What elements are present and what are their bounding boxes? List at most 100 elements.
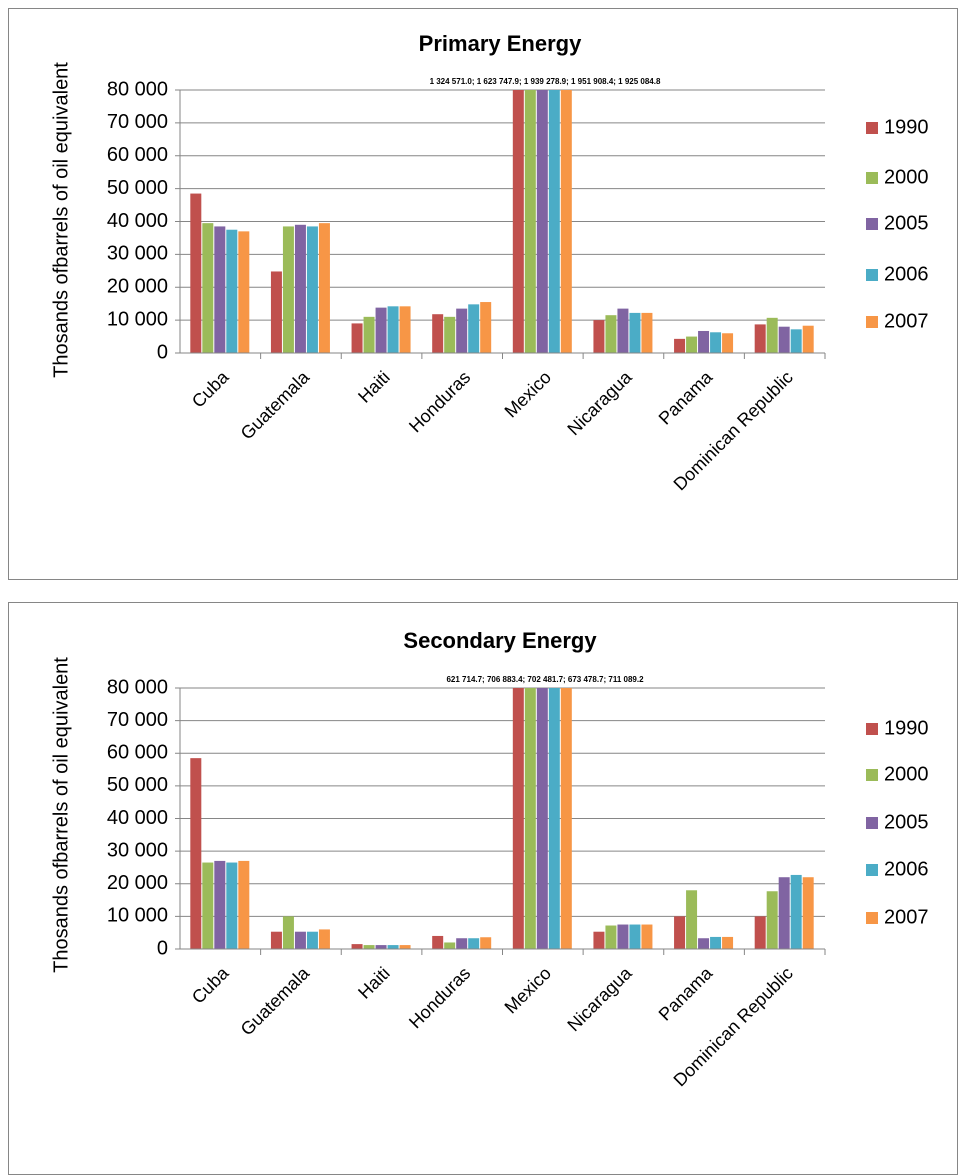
bar — [399, 306, 411, 353]
y-tick-label: 30 000 — [107, 839, 168, 861]
y-tick-label: 0 — [157, 341, 168, 363]
y-tick-label: 70 000 — [107, 111, 168, 133]
bar — [698, 938, 710, 949]
legend-swatch — [866, 817, 878, 829]
bar — [202, 862, 214, 949]
legend-label: 2005 — [884, 811, 929, 833]
y-axis-label: Thosands ofbarrels of oil equivalent — [50, 62, 72, 378]
bar — [536, 688, 548, 949]
y-tick-label: 20 000 — [107, 276, 168, 298]
bar — [790, 874, 802, 949]
bar — [468, 304, 480, 353]
y-tick-label: 80 000 — [107, 78, 168, 100]
y-tick-label: 10 000 — [107, 905, 168, 927]
bar — [270, 931, 282, 949]
bar — [617, 308, 629, 353]
legend-swatch — [866, 723, 878, 735]
annotation: 1 324 571.0; 1 623 747.9; 1 939 278.9; 1… — [430, 77, 661, 86]
y-tick-label: 30 000 — [107, 243, 168, 265]
bar — [444, 316, 456, 353]
plot-bars — [190, 688, 814, 949]
bar — [214, 860, 226, 949]
legend-label: 1990 — [884, 116, 929, 138]
legend-label: 2000 — [884, 166, 929, 188]
bar — [375, 945, 387, 949]
bar — [318, 223, 330, 353]
y-tick-label: 0 — [157, 937, 168, 959]
bar — [282, 916, 294, 949]
bar — [456, 938, 468, 949]
bar — [629, 312, 641, 353]
bar — [605, 925, 617, 949]
legend-label: 2006 — [884, 858, 929, 880]
legend-swatch — [866, 316, 878, 328]
bar — [399, 945, 411, 949]
bar — [629, 924, 641, 949]
legend-swatch — [866, 172, 878, 184]
chart-title: Secondary Energy — [403, 628, 597, 653]
bar — [524, 688, 536, 949]
y-axis-label: Thosands ofbarrels of oil equivalent — [50, 657, 72, 973]
bar — [456, 308, 468, 353]
y-tick-label: 70 000 — [107, 709, 168, 731]
bar — [778, 326, 790, 353]
bar — [387, 306, 399, 353]
annotation: 621 714.7; 706 883.4; 702 481.7; 673 478… — [446, 675, 644, 684]
bar — [548, 688, 560, 949]
bar — [617, 924, 629, 949]
bar — [480, 937, 492, 949]
y-tick-label: 50 000 — [107, 177, 168, 199]
bar — [754, 916, 766, 949]
bar — [351, 323, 363, 353]
bar — [524, 90, 536, 353]
bar — [238, 231, 250, 353]
bar — [722, 936, 734, 949]
bar — [294, 931, 306, 949]
bar — [698, 330, 710, 353]
bar — [306, 931, 318, 949]
bar — [306, 226, 318, 353]
y-tick-label: 10 000 — [107, 308, 168, 330]
chart-title: Primary Energy — [419, 31, 582, 56]
legend-label: 2007 — [884, 906, 929, 928]
bar — [790, 329, 802, 353]
bar — [766, 891, 778, 949]
bar — [605, 315, 617, 353]
bar — [674, 916, 686, 949]
bar — [766, 317, 778, 353]
bar — [686, 890, 698, 949]
bar — [560, 90, 572, 353]
y-tick-label: 60 000 — [107, 742, 168, 764]
bar — [432, 935, 444, 949]
y-tick-label: 40 000 — [107, 807, 168, 829]
plot-bars — [190, 90, 814, 353]
bar — [294, 224, 306, 353]
bar — [375, 307, 387, 353]
bar — [318, 929, 330, 949]
legend-swatch — [866, 122, 878, 134]
bar — [238, 860, 250, 949]
bar — [710, 936, 722, 949]
y-tick-label: 50 000 — [107, 774, 168, 796]
bar — [802, 877, 814, 949]
bar — [710, 332, 722, 353]
bar — [512, 90, 524, 353]
legend-swatch — [866, 218, 878, 230]
bar — [444, 942, 456, 949]
bar — [387, 945, 399, 949]
bar — [512, 688, 524, 949]
legend-swatch — [866, 769, 878, 781]
bar — [432, 314, 444, 353]
bar — [202, 223, 214, 353]
legend-swatch — [866, 269, 878, 281]
bar — [270, 271, 282, 353]
bar — [641, 312, 653, 353]
bar — [480, 302, 492, 353]
bar — [363, 316, 375, 353]
legend-swatch — [866, 912, 878, 924]
bar — [593, 320, 605, 353]
bar — [282, 226, 294, 353]
bar — [190, 193, 202, 353]
